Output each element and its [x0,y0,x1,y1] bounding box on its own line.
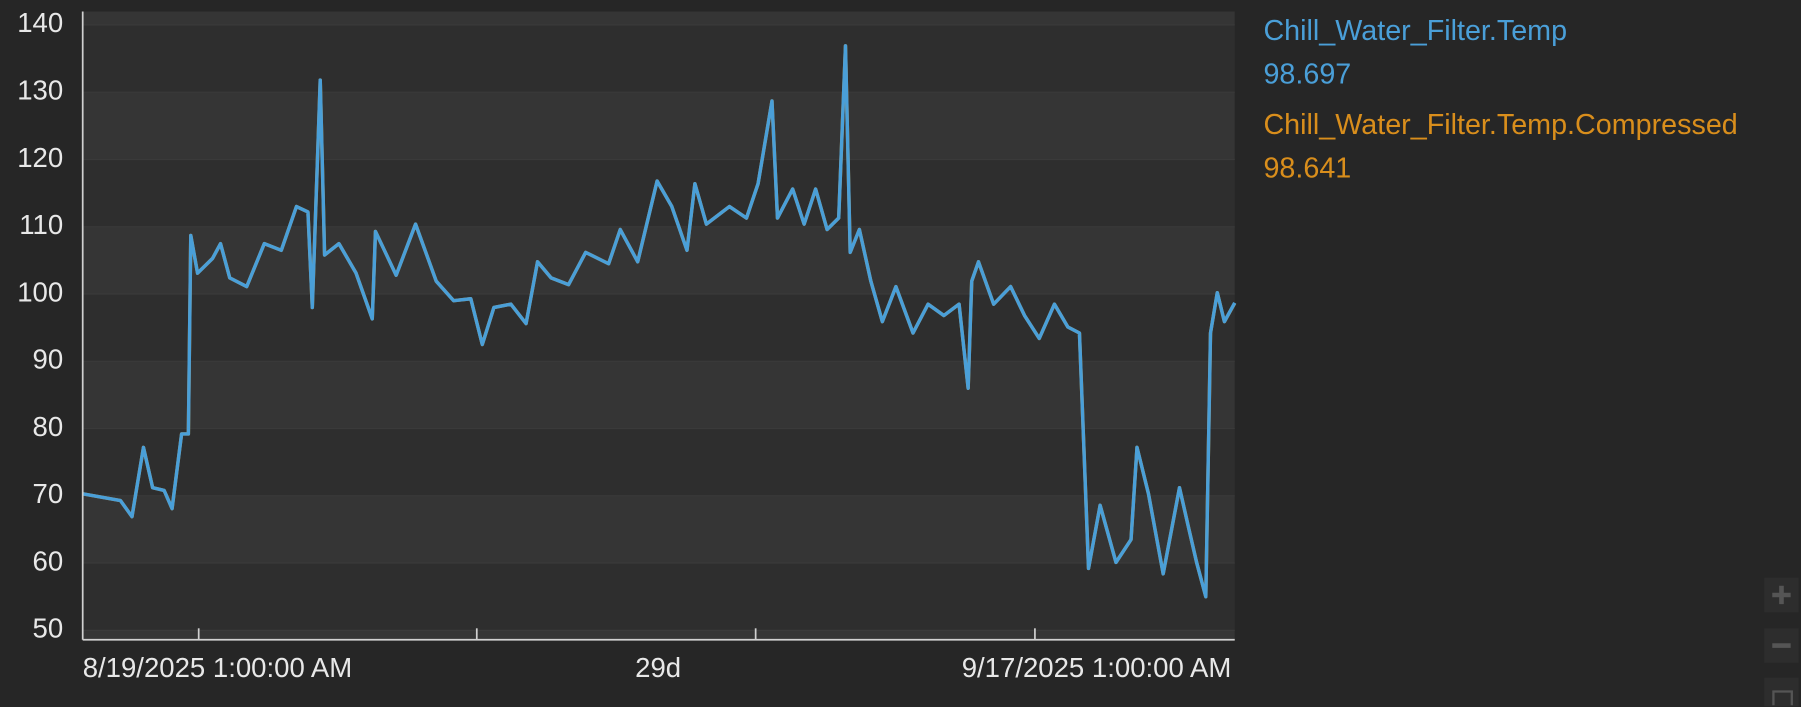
plot-band [82,159,1235,227]
y-tick-label: 60 [33,545,64,576]
x-start-label: 8/19/2025 1:00:00 AM [83,652,353,683]
legend-value: 98.697 [1263,58,1351,90]
y-tick-label: 90 [33,344,64,375]
legend-name: Chill_Water_Filter.Temp.Compressed [1263,109,1737,141]
legend-value: 98.641 [1263,153,1351,185]
duration-label: 29d [635,652,681,683]
y-tick-label: 80 [33,411,64,442]
plot-band [82,92,1235,160]
legend-name: Chill_Water_Filter.Temp [1263,15,1567,47]
plot-band [82,630,1235,640]
y-tick-label: 110 [19,209,63,240]
y-tick-label: 70 [33,478,64,509]
zoom-controls [1764,577,1799,707]
y-tick-label: 120 [17,142,63,173]
y-tick-label: 130 [17,75,63,106]
series-line [82,44,1237,599]
plot-band [82,294,1235,362]
x-end-label: 9/17/2025 1:00:00 AM [962,652,1232,683]
y-tick-label: 140 [17,7,63,38]
y-tick-label: 50 [33,613,64,644]
y-tick-label: 100 [17,276,63,307]
plot-band [82,428,1235,496]
plot-band [82,563,1235,631]
plot-band [82,24,1235,93]
zoom-in-icon [1772,585,1791,605]
plot-band [82,361,1235,429]
plot-band [82,11,1235,25]
plot-band [82,495,1235,564]
plot-band [82,226,1235,295]
reset-zoom-icon [1772,690,1793,706]
